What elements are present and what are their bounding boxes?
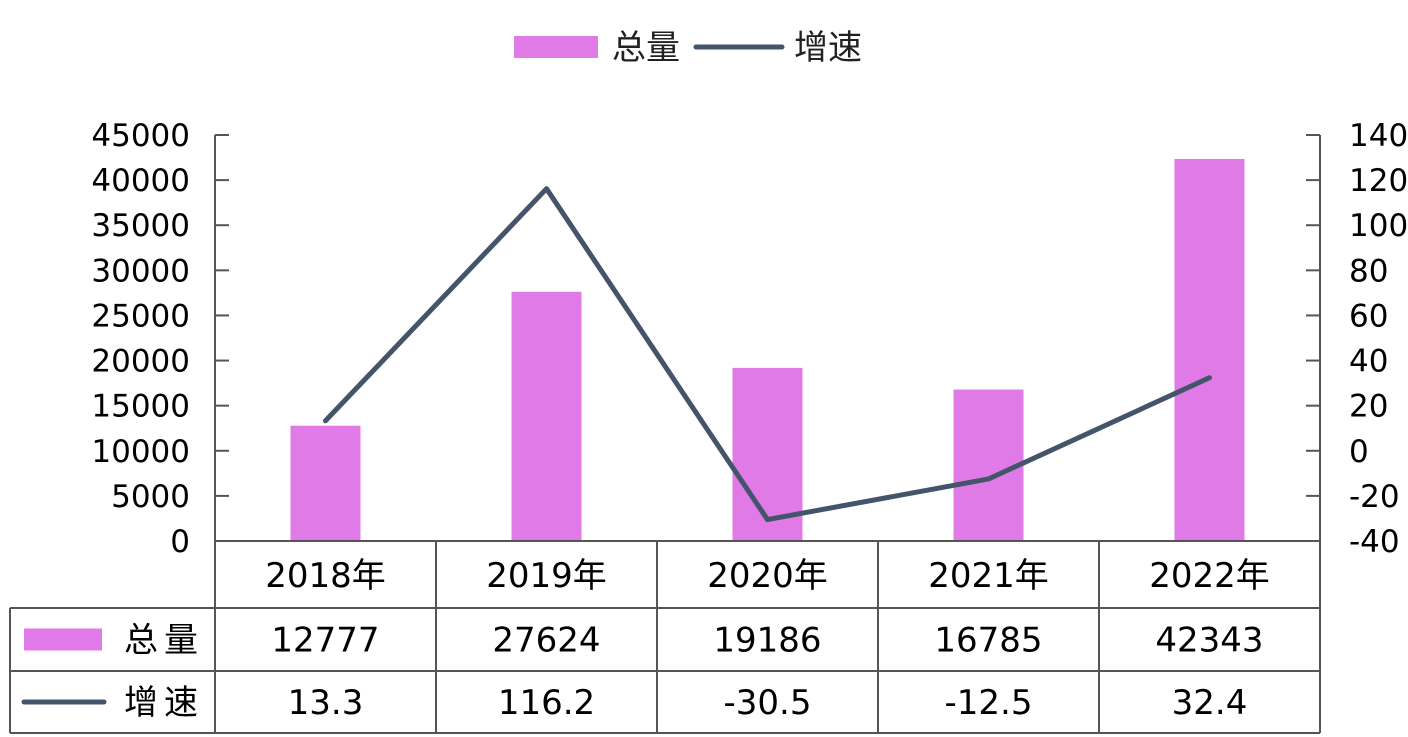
table-cell: 42343 xyxy=(1155,621,1263,661)
bar-2019年 xyxy=(511,291,582,541)
left-tick-label: 30000 xyxy=(91,253,190,289)
table-cell: 13.3 xyxy=(288,683,364,723)
right-tick-label: -20 xyxy=(1349,479,1400,515)
right-tick-label: -40 xyxy=(1349,524,1400,560)
plot-area: 0 5000 10000 15000 20000 25000 30000 35000 40000… xyxy=(9,118,1408,734)
right-tick-label: 140 xyxy=(1349,118,1408,154)
left-tick-label: 0 xyxy=(170,524,190,560)
legend-bar-swatch xyxy=(514,36,598,58)
table-cell: -12.5 xyxy=(945,683,1033,723)
right-tick-label: 20 xyxy=(1349,389,1388,425)
right-tick-label: 40 xyxy=(1349,344,1388,380)
table-row-label: 增速 xyxy=(124,683,204,723)
category-label: 2021年 xyxy=(928,556,1049,596)
bar-2021年 xyxy=(953,389,1024,541)
left-tick-label: 40000 xyxy=(91,163,190,199)
category-label: 2020年 xyxy=(707,556,828,596)
table-bar-swatch xyxy=(24,628,102,651)
left-tick-label: 5000 xyxy=(111,479,190,515)
legend: 总量 增速 xyxy=(514,28,862,68)
category-label: 2022年 xyxy=(1149,556,1270,596)
left-tick-label: 25000 xyxy=(91,298,190,334)
left-tick-label: 10000 xyxy=(91,434,190,470)
table-cell: 16785 xyxy=(934,621,1042,661)
table-cell: -30.5 xyxy=(724,683,812,723)
table-cell: 27624 xyxy=(492,621,600,661)
category-label: 2018年 xyxy=(265,556,386,596)
category-label: 2019年 xyxy=(486,556,607,596)
table-cell: 32.4 xyxy=(1172,683,1248,723)
bar-2018年 xyxy=(290,425,361,541)
right-tick-label: 0 xyxy=(1349,434,1369,470)
right-tick-label: 60 xyxy=(1349,298,1388,334)
table-row-label: 总量 xyxy=(124,621,204,661)
bar-2020年 xyxy=(732,367,803,541)
left-tick-label: 15000 xyxy=(91,389,190,425)
table-cell: 12777 xyxy=(271,621,379,661)
legend-bar-label: 总量 xyxy=(612,28,680,68)
table-cell: 116.2 xyxy=(498,683,595,723)
right-tick-label: 100 xyxy=(1349,208,1408,244)
left-tick-label: 35000 xyxy=(91,208,190,244)
left-tick-label: 45000 xyxy=(91,118,190,154)
table-cell: 19186 xyxy=(713,621,821,661)
legend-line-label: 增速 xyxy=(794,28,862,68)
right-tick-label: 120 xyxy=(1349,163,1408,199)
left-tick-label: 20000 xyxy=(91,344,190,380)
right-tick-label: 80 xyxy=(1349,253,1388,289)
bar-2022年 xyxy=(1174,158,1245,541)
